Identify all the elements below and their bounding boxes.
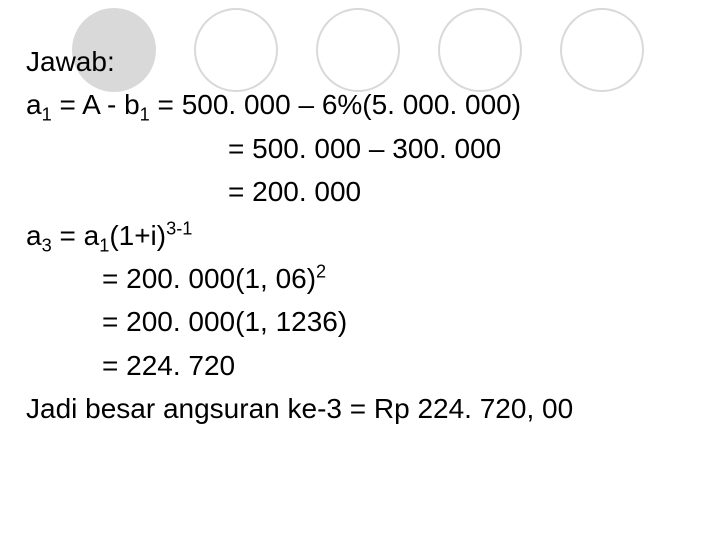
text: = a (52, 220, 99, 251)
math-content: Jawab: a1 = A - b1 = 500. 000 – 6%(5. 00… (26, 40, 694, 431)
subscript: 3 (42, 235, 52, 255)
superscript: 3-1 (166, 218, 192, 238)
line-step2: = 500. 000 – 300. 000 (26, 127, 694, 170)
line-a3: a3 = a1(1+i)3-1 (26, 214, 694, 257)
text: = 200. 000(1, 06) (102, 263, 316, 294)
subscript: 1 (99, 235, 109, 255)
subscript: 1 (42, 105, 52, 125)
text: a (26, 89, 42, 120)
line-step5: = 200. 000(1, 06)2 (26, 257, 694, 300)
text: a (26, 220, 42, 251)
text: = A - b (52, 89, 140, 120)
line-step7: = 224. 720 (26, 344, 694, 387)
line-step6: = 200. 000(1, 1236) (26, 300, 694, 343)
line-jawab: Jawab: (26, 40, 694, 83)
superscript: 2 (316, 262, 326, 282)
line-a1: a1 = A - b1 = 500. 000 – 6%(5. 000. 000) (26, 83, 694, 126)
line-conclusion: Jadi besar angsuran ke-3 = Rp 224. 720, … (26, 387, 694, 430)
text: (1+i) (109, 220, 166, 251)
text: = 500. 000 – 6%(5. 000. 000) (150, 89, 521, 120)
subscript: 1 (140, 105, 150, 125)
line-step3: = 200. 000 (26, 170, 694, 213)
